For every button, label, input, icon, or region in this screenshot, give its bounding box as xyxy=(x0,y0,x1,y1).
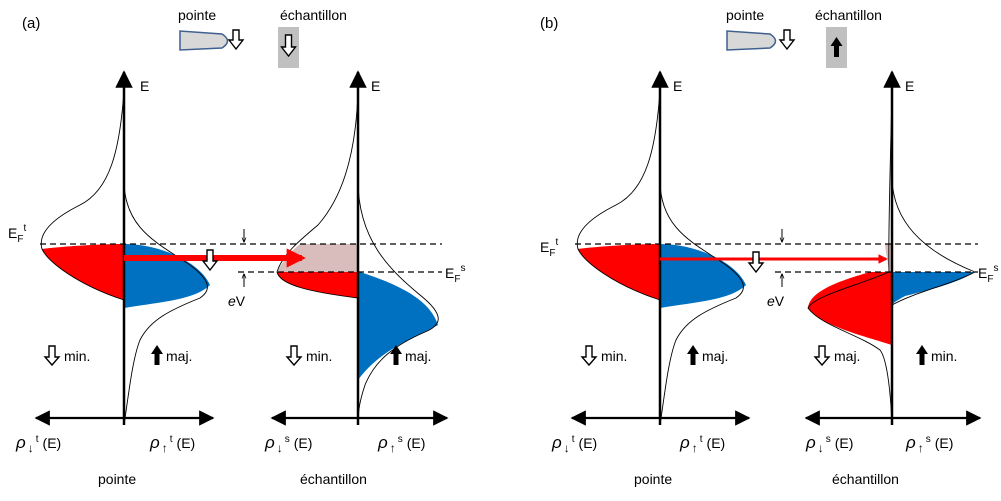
sample-left-spin-label: maj. xyxy=(813,345,860,367)
solid-up-arrow-icon xyxy=(830,37,843,57)
svg-text:min.: min. xyxy=(64,348,90,364)
bottom-tip-label: pointe xyxy=(634,471,672,487)
svg-text:min.: min. xyxy=(601,348,627,364)
sample-minority-curve xyxy=(891,179,977,306)
rho-up-sample-label: ρ ↑s (E) xyxy=(905,433,953,455)
sample-axis-label: E xyxy=(371,78,380,94)
bottom-sample-label: échantillon xyxy=(300,471,367,487)
rho-up-tip-label: ρ ↑t (E) xyxy=(679,433,725,455)
tip-fermi-label: EFt xyxy=(8,223,26,245)
sample-right-spin-label: maj. xyxy=(390,345,431,365)
tip-minority-curve xyxy=(576,89,661,301)
tip-title: pointe xyxy=(726,7,764,23)
rho-down-sample-label: ρ ↓s (E) xyxy=(805,433,853,455)
rho-down-tip-label: ρ ↓t (E) xyxy=(551,433,597,455)
sample-majority-curve xyxy=(807,89,893,426)
svg-text:EFt: EFt xyxy=(540,237,558,259)
tip-fermi-label: EFt xyxy=(540,237,558,259)
tip-shape-icon xyxy=(726,30,777,51)
hollow-down-arrow-icon xyxy=(280,34,297,58)
sample-dos xyxy=(807,89,977,426)
tip-majority-curve xyxy=(123,179,208,426)
panel-a: (a) pointe échantillon E xyxy=(8,7,465,487)
svg-text:maj.: maj. xyxy=(702,348,728,364)
solid-up-arrow-icon xyxy=(916,345,928,365)
sample-title: échantillon xyxy=(280,7,347,23)
hollow-down-arrow-icon xyxy=(43,345,61,367)
tip-majority-curve xyxy=(659,179,744,426)
sample-dos xyxy=(276,89,439,426)
tip-minority-filled xyxy=(578,244,660,300)
hollow-down-arrow-icon xyxy=(285,345,303,367)
solid-up-arrow-icon xyxy=(390,345,402,365)
sample-title: échantillon xyxy=(815,7,882,23)
rho-up-tip-label: ρ ↑t (E) xyxy=(149,433,195,455)
tip-left-spin-label: min. xyxy=(580,345,627,367)
svg-text:min.: min. xyxy=(306,348,332,364)
tip-minority-filled xyxy=(42,244,124,300)
tip-minority-curve xyxy=(40,89,125,301)
panel-b: (b) pointe échantillon E xyxy=(540,7,998,487)
tip-left-spin-label: min. xyxy=(43,345,90,367)
panel-label: (b) xyxy=(540,15,558,32)
sample-fermi-label: EFs xyxy=(445,263,465,285)
solid-up-arrow-icon xyxy=(151,345,163,365)
svg-text:maj.: maj. xyxy=(405,348,431,364)
sample-left-spin-label: min. xyxy=(285,345,332,367)
bottom-tip-label: pointe xyxy=(98,471,136,487)
tip-shape-icon xyxy=(179,30,229,51)
sample-majority-filled xyxy=(808,272,892,345)
tip-majority-filled xyxy=(660,244,746,308)
bottom-sample-label: échantillon xyxy=(832,471,899,487)
tip-right-spin-label: maj. xyxy=(687,345,728,365)
hollow-down-arrow-icon xyxy=(813,345,831,367)
rho-down-tip-label: ρ ↓t (E) xyxy=(15,433,61,455)
sample-minority-filled xyxy=(277,272,358,298)
svg-text:EFt: EFt xyxy=(8,223,26,245)
sample-right-spin-label: min. xyxy=(916,345,957,365)
svg-text:EFs: EFs xyxy=(978,263,998,285)
hollow-down-arrow-icon xyxy=(747,251,765,274)
rho-up-sample-label: ρ ↑s (E) xyxy=(377,433,425,455)
sample-minority-curve xyxy=(276,89,359,299)
svg-text:maj.: maj. xyxy=(166,348,192,364)
hollow-down-arrow-icon xyxy=(778,29,796,51)
sample-majority-curve xyxy=(357,179,439,426)
tip-axis-label: E xyxy=(140,78,149,94)
tip-title: pointe xyxy=(178,7,216,23)
hollow-down-arrow-icon xyxy=(227,29,245,51)
hollow-down-arrow-icon xyxy=(201,249,219,272)
rho-down-sample-label: ρ ↓s (E) xyxy=(264,433,312,455)
sample-fermi-label: EFs xyxy=(978,263,998,285)
bias-label: eV xyxy=(767,293,785,309)
svg-text:EFs: EFs xyxy=(445,263,465,285)
bias-label: eV xyxy=(228,293,246,309)
panel-label: (a) xyxy=(22,15,40,32)
tip-axis-label: E xyxy=(673,78,682,94)
tip-majority-filled xyxy=(124,244,210,308)
solid-up-arrow-icon xyxy=(687,345,699,365)
sample-majority-filled xyxy=(358,272,438,380)
svg-text:maj.: maj. xyxy=(834,348,860,364)
sample-axis-label: E xyxy=(905,78,914,94)
svg-text:min.: min. xyxy=(931,348,957,364)
hollow-down-arrow-icon xyxy=(580,345,598,367)
tip-right-spin-label: maj. xyxy=(151,345,192,365)
